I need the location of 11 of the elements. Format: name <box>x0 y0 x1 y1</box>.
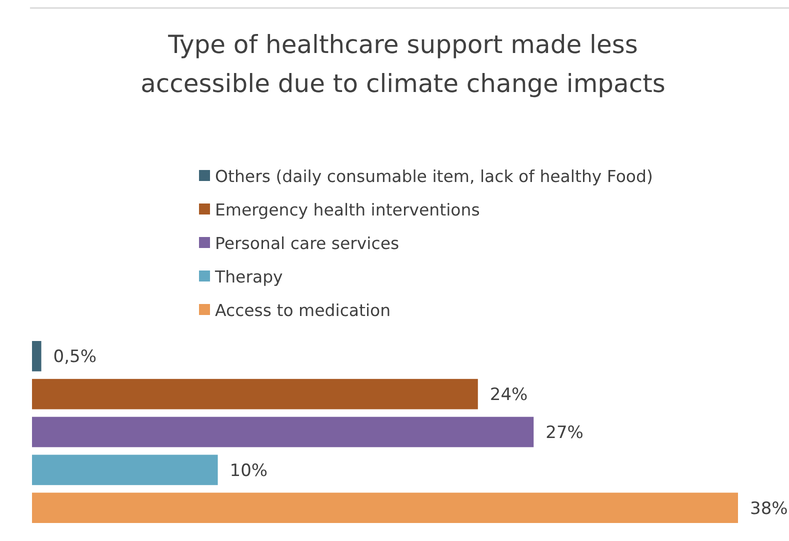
legend-label: Therapy <box>214 267 284 286</box>
data-label: 24% <box>490 385 528 406</box>
data-label: 0,5% <box>53 347 96 368</box>
legend-label: Access to medication <box>215 300 391 320</box>
legend-label: Emergency health interventions <box>215 200 480 220</box>
data-label: 27% <box>546 422 584 443</box>
legend-label: Personal care services <box>215 234 400 253</box>
data-label: 38% <box>750 498 788 519</box>
data-label: 10% <box>230 460 268 481</box>
chart-title: Type of healthcare support made less accessible due to climate change impacts <box>140 30 666 98</box>
legend-label: Others (daily consumable item, lack of healthy Food) <box>215 166 653 186</box>
